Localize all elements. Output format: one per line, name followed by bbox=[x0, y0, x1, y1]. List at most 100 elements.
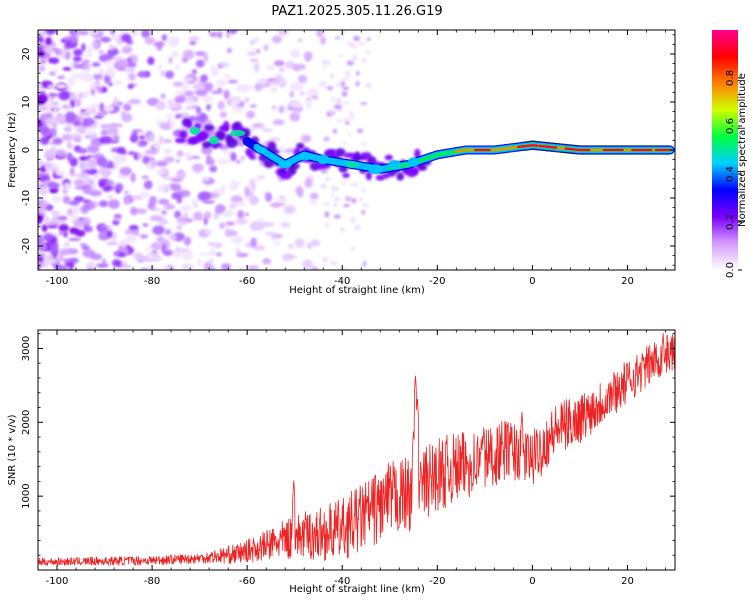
spectrogram-x-tick-label: -80 bbox=[144, 276, 160, 287]
spectrogram-noise-speck bbox=[274, 74, 284, 83]
spectrogram-noise-speck bbox=[149, 215, 163, 222]
spectrogram-noise-speck bbox=[193, 211, 204, 221]
spectrogram-noise-speck bbox=[185, 264, 194, 270]
spectrogram-noise-speck bbox=[271, 35, 282, 44]
spectrogram-noise-speck bbox=[215, 252, 222, 257]
spectrogram-noise-speck bbox=[139, 234, 149, 239]
spectrogram-noise-speck bbox=[122, 45, 133, 54]
spectrogram-ridge-halo bbox=[335, 148, 346, 157]
spectrogram-noise-speck bbox=[159, 122, 172, 131]
spectrogram-noise-speck bbox=[63, 230, 68, 238]
spectrogram-noise-speck bbox=[45, 259, 56, 264]
spectrogram-noise-speck bbox=[249, 39, 255, 46]
snr-panel: -100 -80 -60 -40 -20 0 20 1000 2000 3000 Height … bbox=[7, 329, 676, 595]
spectrogram-noise-speck bbox=[73, 61, 78, 70]
spectrogram-noise-speck bbox=[353, 35, 361, 42]
spectrogram-noise-speck bbox=[244, 97, 250, 103]
spectrogram-noise-speck bbox=[305, 98, 312, 109]
spectrogram-noise-speck bbox=[324, 176, 331, 182]
spectrogram-noise-speck bbox=[91, 62, 101, 67]
spectrogram-noise-speck bbox=[55, 149, 67, 158]
spectrogram-noise-speck bbox=[345, 121, 350, 125]
spectrogram-noise-speck bbox=[119, 166, 132, 176]
spectrogram-noise-speck bbox=[69, 257, 79, 264]
spectrogram-ridge-edge bbox=[522, 140, 671, 147]
spectrogram-noise-speck bbox=[96, 157, 108, 167]
spectrogram-noise-speck bbox=[165, 113, 175, 118]
spectrogram-noise-speck bbox=[341, 91, 348, 97]
spectrogram-noise-speck bbox=[203, 261, 212, 270]
spectrogram-noise-speck bbox=[84, 134, 95, 140]
spectrogram-noise-speck bbox=[50, 127, 57, 134]
spectrogram-noise-speck bbox=[342, 141, 347, 146]
spectrogram-noise-speck bbox=[74, 136, 82, 143]
spectrogram-noise-speck bbox=[128, 224, 139, 230]
spectrogram-noise-speck bbox=[289, 90, 295, 98]
spectrogram-noise-speck bbox=[278, 66, 285, 73]
spectrogram-noise-speck bbox=[174, 113, 181, 119]
spectrogram-noise-speck bbox=[238, 266, 244, 270]
spectrogram-noise-speck bbox=[38, 186, 49, 196]
spectrogram-noise-speck bbox=[160, 69, 165, 78]
spectrogram-noise-speck bbox=[226, 48, 232, 54]
spectrogram-noise-speck bbox=[316, 30, 324, 38]
spectrogram-noise-speck bbox=[361, 58, 368, 63]
spectrogram-noise-speck bbox=[91, 40, 100, 50]
spectrogram-noise-speck bbox=[150, 242, 163, 251]
spectrogram-noise-speck bbox=[73, 196, 85, 203]
spectrogram-noise-speck bbox=[322, 65, 327, 69]
spectrogram-noise-speck bbox=[102, 185, 112, 192]
spectrogram-noise-speck bbox=[38, 50, 46, 57]
spectrogram-noise-speck bbox=[361, 203, 370, 207]
spectrogram-noise-speck bbox=[320, 169, 328, 174]
spectrogram-noise-speck bbox=[191, 155, 201, 160]
spectrogram-noise-speck bbox=[58, 231, 64, 236]
spectrogram-noise-speck bbox=[217, 30, 223, 39]
spectrogram-noise-speck bbox=[329, 97, 337, 101]
spectrogram-noise-speck bbox=[100, 123, 112, 130]
spectrogram-noise-speck bbox=[250, 182, 256, 192]
spectrogram-noise-speck bbox=[136, 254, 142, 263]
spectrogram-y-tick-label: -20 bbox=[21, 238, 32, 254]
spectrogram-ridge-halo bbox=[203, 124, 215, 132]
spectrogram-noise-speck bbox=[73, 219, 86, 228]
spectrogram-noise-speck bbox=[145, 245, 150, 254]
spectrogram-noise-speck bbox=[193, 204, 199, 208]
spectrogram-noise-speck bbox=[255, 49, 261, 54]
spectrogram-noise-speck bbox=[38, 160, 44, 167]
spectrogram-noise-speck bbox=[81, 43, 86, 52]
spectrogram-noise-speck bbox=[338, 54, 343, 58]
spectrogram-ridge-clump bbox=[388, 160, 401, 169]
spectrogram-noise-speck bbox=[139, 140, 148, 146]
spectrogram-noise-speck bbox=[105, 69, 116, 77]
spectrogram-noise-speck bbox=[137, 152, 142, 160]
spectrogram-noise-speck bbox=[203, 251, 217, 256]
spectrogram-noise-speck bbox=[156, 160, 168, 167]
spectrogram-noise-speck bbox=[132, 129, 138, 140]
spectrogram-noise-speck bbox=[82, 249, 96, 258]
spectrogram-noise-speck bbox=[188, 35, 200, 42]
spectrogram-noise-speck bbox=[45, 117, 59, 126]
spectrogram-noise-speck bbox=[321, 256, 329, 263]
spectrogram-noise-speck bbox=[236, 84, 249, 93]
spectrogram-noise-speck bbox=[204, 229, 213, 235]
spectrogram-noise-speck bbox=[172, 232, 185, 242]
spectrogram-noise-speck bbox=[114, 79, 123, 87]
spectrogram-noise-speck bbox=[329, 260, 338, 266]
spectrogram-ridge-clump bbox=[296, 154, 313, 161]
spectrogram-ridge-clump bbox=[367, 164, 384, 175]
spectrogram-noise-speck bbox=[335, 98, 341, 105]
spectrogram-noise-speck bbox=[81, 64, 91, 68]
spectrogram-noise-speck bbox=[183, 236, 192, 246]
spectrogram-noise-speck bbox=[68, 144, 74, 149]
spectrogram-noise-speck bbox=[286, 254, 297, 259]
spectrogram-x-tick-label: -40 bbox=[334, 276, 350, 287]
spectrogram-noise-speck bbox=[161, 209, 167, 215]
spectrogram-noise-speck bbox=[244, 186, 251, 196]
spectrogram-noise-speck bbox=[68, 92, 78, 101]
spectrogram-noise-speck bbox=[108, 44, 115, 50]
spectrogram-ridge-clump bbox=[189, 126, 200, 135]
spectrogram-noise-speck bbox=[167, 99, 173, 106]
spectrogram-noise-speck bbox=[205, 157, 215, 166]
